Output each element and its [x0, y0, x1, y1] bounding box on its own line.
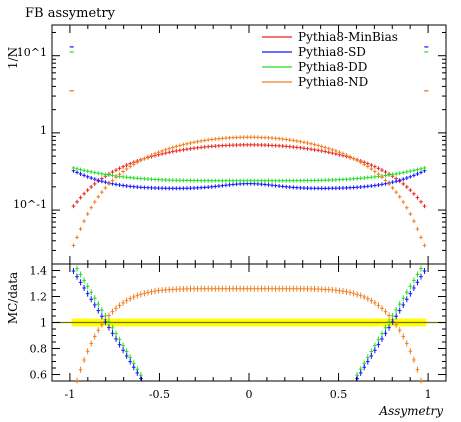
x-tick-label: -1 — [65, 388, 76, 401]
chart-title: FB assymetry — [25, 6, 116, 21]
ratio-y-tick-label: 1.2 — [30, 291, 48, 304]
ratio-y-tick-label: 0.8 — [30, 343, 48, 356]
legend-label: Pythia8-ND — [298, 75, 368, 89]
x-tick-label: 0 — [246, 388, 253, 401]
ratio-y-tick-label: 1.4 — [30, 265, 48, 278]
upper-data-marks — [69, 46, 429, 248]
upper-y-tick-label-10: 10^1 — [17, 46, 47, 59]
ratio-data-marks — [71, 265, 427, 384]
ratio-y-axis-label: MC/data — [6, 272, 20, 324]
upper-panel: 1/N 10^1 1 10^-1 Pythia8-MinBiasPythia8-… — [6, 24, 447, 265]
ratio-panel: 0.6 0.8 1 1.2 1.4 MC/data -1 -0.5 0 0.5 1 Assyme… — [6, 25, 447, 418]
x-axis-label: Assymetry — [378, 404, 443, 418]
ratio-y-ticks: 0.6 0.8 1 1.2 1.4 — [30, 265, 446, 382]
legend-label: Pythia8-MinBias — [298, 30, 398, 44]
x-tick-label: 1 — [425, 388, 432, 401]
upper-y-tick-label-0.1: 10^-1 — [13, 198, 47, 211]
legend-label: Pythia8-SD — [298, 45, 366, 59]
x-ticks: -1 -0.5 0 0.5 1 — [65, 25, 432, 401]
x-tick-label: -0.5 — [149, 388, 170, 401]
legend-label: Pythia8-DD — [298, 60, 367, 74]
ratio-y-tick-label: 1 — [40, 317, 47, 330]
upper-y-tick-label-1: 1 — [40, 124, 47, 137]
upper-y-ticks — [52, 31, 446, 265]
legend: Pythia8-MinBiasPythia8-SDPythia8-DDPythi… — [262, 30, 398, 89]
upper-y-axis-label: 1/N — [6, 47, 20, 69]
x-tick-label: 0.5 — [330, 388, 348, 401]
ratio-y-tick-label: 0.6 — [30, 369, 48, 382]
